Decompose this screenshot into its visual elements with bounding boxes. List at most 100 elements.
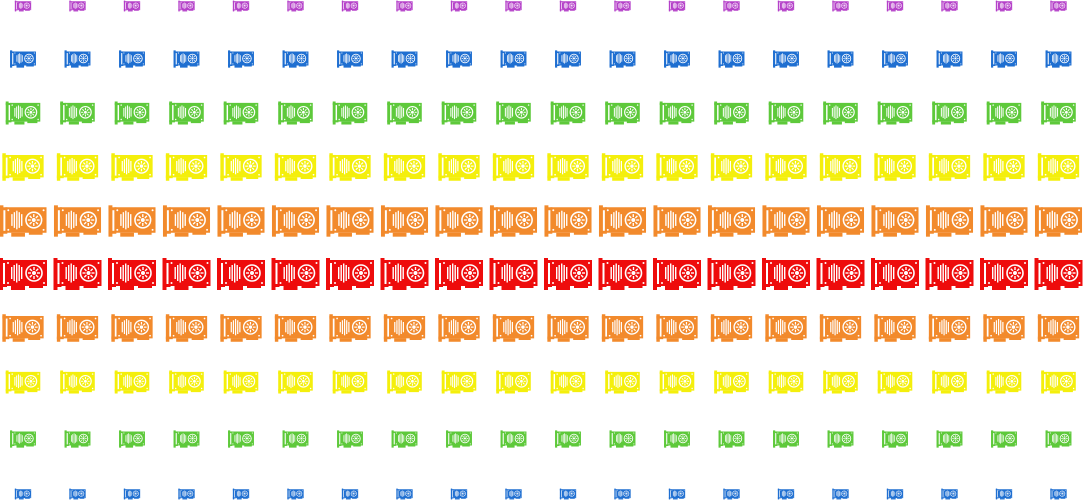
graphics-card-icon bbox=[601, 313, 644, 343]
graphics-card-icon bbox=[819, 152, 862, 182]
graphics-card-icon bbox=[328, 152, 372, 182]
graphics-card-icon bbox=[277, 369, 314, 395]
graphics-card-icon bbox=[274, 152, 317, 182]
graphics-card-icon bbox=[488, 257, 539, 291]
graphics-card-icon bbox=[597, 257, 648, 291]
graphics-card-icon bbox=[59, 369, 96, 395]
graphics-card-icon bbox=[723, 0, 740, 12]
graphics-card-icon bbox=[990, 49, 1018, 69]
graphics-card-icon bbox=[341, 488, 359, 500]
graphics-card-icon bbox=[659, 369, 695, 395]
graphics-card-icon bbox=[56, 313, 99, 343]
graphics-card-icon bbox=[816, 204, 865, 238]
graphics-card-icon bbox=[341, 0, 359, 12]
graphics-card-icon bbox=[232, 0, 250, 12]
graphics-card-icon bbox=[931, 369, 968, 395]
graphics-card-icon bbox=[1040, 100, 1077, 126]
graphics-card-icon bbox=[173, 49, 200, 69]
graphics-card-icon bbox=[543, 257, 593, 291]
graphics-card-icon bbox=[178, 0, 195, 12]
graphics-card-icon bbox=[990, 429, 1018, 449]
graphics-card-icon bbox=[668, 488, 686, 500]
graphics-card-icon bbox=[931, 100, 968, 126]
graphics-card-icon bbox=[609, 49, 636, 69]
graphics-card-icon bbox=[928, 152, 971, 182]
graphics-card-icon bbox=[723, 488, 740, 500]
graphics-card-icon bbox=[604, 369, 641, 395]
graphics-card-icon bbox=[0, 204, 48, 238]
graphics-card-icon bbox=[924, 257, 975, 291]
graphics-card-icon bbox=[822, 369, 859, 395]
graphics-card-icon bbox=[761, 257, 811, 291]
graphics-card-icon bbox=[982, 152, 1026, 182]
graphics-card-icon bbox=[123, 0, 141, 12]
graphics-card-icon bbox=[768, 100, 804, 126]
graphics-card-icon bbox=[219, 313, 263, 343]
graphics-card-icon bbox=[271, 204, 320, 238]
graphics-card-icon bbox=[986, 369, 1022, 395]
graphics-card-icon bbox=[223, 100, 259, 126]
graphics-card-icon bbox=[777, 0, 795, 12]
graphics-card-icon bbox=[325, 257, 375, 291]
graphics-card-icon bbox=[881, 429, 909, 449]
graphics-card-icon bbox=[223, 369, 259, 395]
graphics-card-icon bbox=[815, 257, 866, 291]
graphics-card-icon bbox=[216, 204, 266, 238]
graphics-card-icon bbox=[445, 429, 473, 449]
graphics-card-icon bbox=[5, 100, 41, 126]
graphics-card-icon bbox=[1045, 429, 1072, 449]
graphics-card-icon bbox=[232, 488, 250, 500]
graphics-card-icon bbox=[1050, 0, 1067, 12]
graphics-card-icon bbox=[614, 488, 631, 500]
graphics-card-icon bbox=[822, 100, 859, 126]
graphics-card-icon bbox=[391, 429, 418, 449]
graphics-card-icon bbox=[713, 369, 750, 395]
graphics-card-icon bbox=[336, 429, 364, 449]
graphics-card-icon bbox=[554, 429, 582, 449]
graphics-card-icon bbox=[162, 204, 211, 238]
graphics-card-icon bbox=[500, 49, 527, 69]
graphics-card-icon bbox=[604, 100, 641, 126]
graphics-card-icon bbox=[287, 0, 304, 12]
graphics-card-icon bbox=[495, 369, 532, 395]
graphics-card-icon bbox=[870, 204, 920, 238]
graphics-card-icon bbox=[450, 488, 468, 500]
graphics-card-icon bbox=[925, 204, 974, 238]
graphics-card-icon bbox=[227, 49, 255, 69]
graphics-card-icon bbox=[114, 100, 150, 126]
graphics-card-icon bbox=[979, 204, 1029, 238]
graphics-card-icon bbox=[450, 0, 468, 12]
graphics-card-icon bbox=[710, 313, 753, 343]
graphics-card-icon bbox=[328, 313, 372, 343]
graphics-card-icon bbox=[500, 429, 527, 449]
graphics-card-icon bbox=[386, 369, 423, 395]
graphics-card-icon bbox=[655, 152, 699, 182]
graphics-card-icon bbox=[14, 0, 32, 12]
graphics-card-icon bbox=[1, 313, 45, 343]
graphics-card-icon bbox=[707, 204, 756, 238]
graphics-card-icon bbox=[995, 0, 1013, 12]
graphics-card-icon bbox=[601, 152, 644, 182]
graphics-card-icon bbox=[986, 100, 1022, 126]
graphics-card-icon bbox=[274, 313, 317, 343]
graphics-card-icon bbox=[559, 488, 577, 500]
graphics-card-icon bbox=[609, 429, 636, 449]
graphics-card-icon bbox=[886, 488, 904, 500]
graphics-card-icon bbox=[379, 257, 430, 291]
graphics-card-icon bbox=[52, 257, 103, 291]
graphics-card-icon bbox=[827, 429, 854, 449]
graphics-card-icon bbox=[437, 152, 481, 182]
graphics-card-icon bbox=[56, 152, 99, 182]
graphics-card-icon bbox=[761, 204, 811, 238]
graphics-card-icon bbox=[165, 313, 208, 343]
graphics-card-icon bbox=[287, 488, 304, 500]
graphics-card-icon bbox=[710, 152, 753, 182]
graphics-card-icon bbox=[492, 313, 535, 343]
graphics-card-icon bbox=[655, 313, 699, 343]
graphics-card-icon bbox=[832, 488, 849, 500]
graphics-card-icon bbox=[5, 369, 41, 395]
graphics-card-icon bbox=[546, 152, 590, 182]
graphics-card-icon bbox=[1034, 204, 1083, 238]
graphics-card-icon bbox=[114, 369, 150, 395]
graphics-card-icon bbox=[543, 204, 593, 238]
